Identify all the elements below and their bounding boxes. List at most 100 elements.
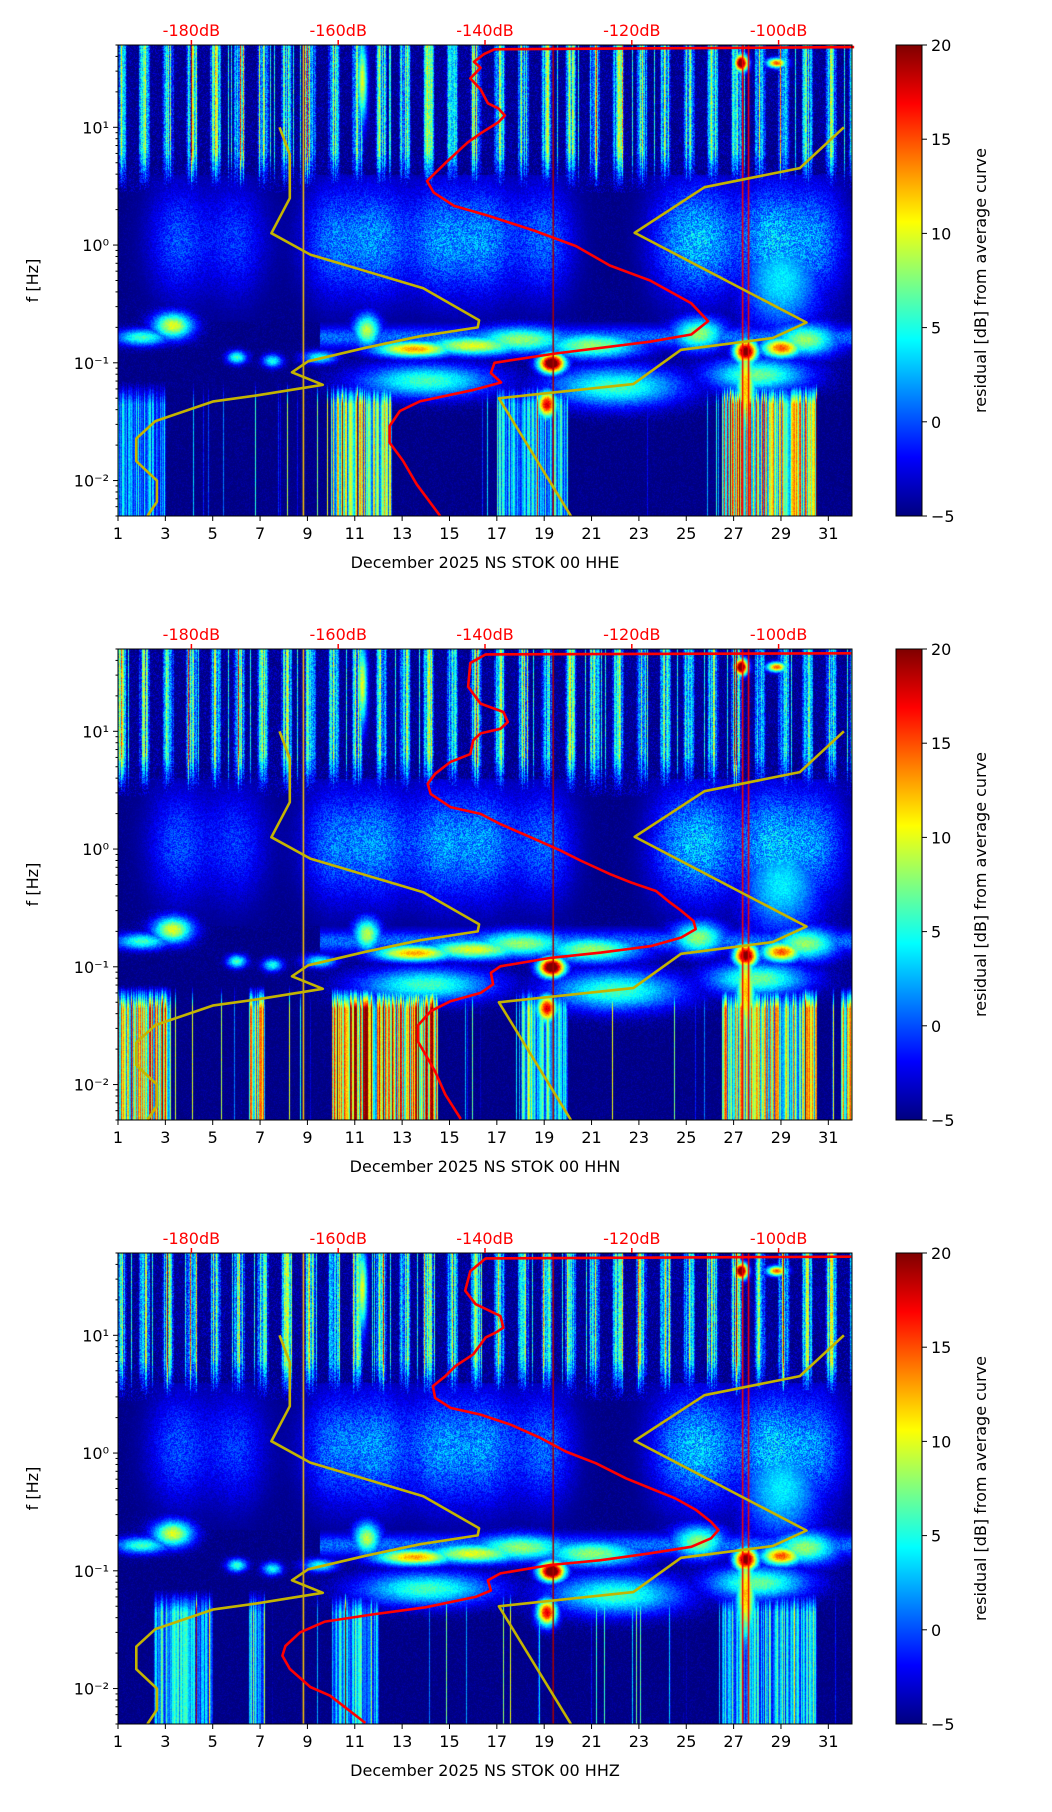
top-db-tick-label: -140dB <box>456 21 513 40</box>
y-tick-label: 10⁻¹ <box>74 354 109 373</box>
x-tick-label: 15 <box>439 524 459 543</box>
x-tick-label: 1 <box>113 1128 123 1147</box>
colorbar-tick-label: 0 <box>931 1621 941 1640</box>
x-tick-label: 25 <box>676 1732 696 1751</box>
x-tick-label: 29 <box>771 1128 791 1147</box>
x-tick-label: 5 <box>208 1732 218 1751</box>
x-tick-label: 11 <box>345 524 365 543</box>
x-tick-label: 19 <box>534 524 554 543</box>
x-tick-label: 29 <box>771 1732 791 1751</box>
nlnm-curve <box>135 730 481 1121</box>
y-tick-label: 10⁻² <box>74 472 109 491</box>
top-db-tick-label: -160dB <box>309 21 366 40</box>
colorbar-tick-label: 10 <box>931 1432 951 1451</box>
x-tick-label: 9 <box>302 1128 312 1147</box>
nlnm-curve <box>135 1334 481 1725</box>
spectrogram-heatmap <box>118 649 852 1120</box>
colorbar-tick-label: 0 <box>931 413 941 432</box>
x-tick-label: 3 <box>160 1128 170 1147</box>
x-tick-label: 25 <box>676 524 696 543</box>
colorbar-tick-label: 20 <box>931 36 951 55</box>
x-tick-label: 21 <box>581 1732 601 1751</box>
x-tick-label: 21 <box>581 524 601 543</box>
colorbar <box>895 44 923 517</box>
x-tick-label: 31 <box>818 524 838 543</box>
x-tick-label: 27 <box>723 524 743 543</box>
x-axis-label: December 2025 NS STOK 00 HHN <box>350 1157 621 1176</box>
nhnm-curve <box>497 1334 845 1725</box>
x-tick-label: 5 <box>208 1128 218 1147</box>
top-db-tick-label: -180dB <box>163 21 220 40</box>
colorbar-tick-label: 5 <box>931 319 941 338</box>
x-tick-label: 1 <box>113 1732 123 1751</box>
top-db-tick-label: -120dB <box>603 1229 660 1248</box>
colorbar-tick-label: 20 <box>931 1244 951 1263</box>
top-db-tick-label: -160dB <box>309 625 366 644</box>
x-tick-label: 23 <box>629 1732 649 1751</box>
x-tick-label: 5 <box>208 524 218 543</box>
y-tick-label: 10⁻² <box>74 1680 109 1699</box>
x-tick-label: 19 <box>534 1128 554 1147</box>
x-tick-label: 7 <box>255 1732 265 1751</box>
x-axis-label: December 2025 NS STOK 00 HHE <box>351 553 620 572</box>
x-tick-label: 11 <box>345 1732 365 1751</box>
median-psd-curve <box>281 1255 852 1725</box>
y-axis-label: f [Hz] <box>23 863 42 907</box>
y-tick-label: 10⁻¹ <box>74 1562 109 1581</box>
x-tick-label: 25 <box>676 1128 696 1147</box>
colorbar-tick-label: 5 <box>931 923 941 942</box>
spectrogram-panel-hhz: 1 3 5 7 9 11 13 15 17 19 21 23 25 27 29 31 December 2025… <box>0 1208 1052 1812</box>
top-db-tick-label: -100dB <box>750 1229 807 1248</box>
x-axis-label: December 2025 NS STOK 00 HHZ <box>350 1761 620 1780</box>
nhnm-curve <box>497 126 845 517</box>
colorbar-tick-label: 20 <box>931 640 951 659</box>
colorbar-tick-label: 10 <box>931 828 951 847</box>
x-tick-label: 13 <box>392 1128 412 1147</box>
colorbar-tick-label: −5 <box>931 1111 955 1130</box>
y-tick-label: 10¹ <box>82 1326 109 1345</box>
x-tick-label: 17 <box>487 1128 507 1147</box>
x-tick-label: 27 <box>723 1732 743 1751</box>
nhnm-curve <box>497 730 845 1121</box>
nlnm-curve <box>135 126 481 517</box>
y-tick-label: 10⁰ <box>82 236 109 255</box>
y-axis-label: f [Hz] <box>23 1467 42 1511</box>
colorbar-label: residual [dB] from average curve <box>971 752 990 1017</box>
top-db-tick-label: -120dB <box>603 21 660 40</box>
x-tick-label: 17 <box>487 1732 507 1751</box>
colorbar-tick-label: 15 <box>931 1338 951 1357</box>
y-tick-label: 10⁰ <box>82 840 109 859</box>
x-tick-label: 9 <box>302 1732 312 1751</box>
y-tick-label: 10⁰ <box>82 1444 109 1463</box>
x-tick-label: 13 <box>392 524 412 543</box>
x-tick-label: 15 <box>439 1732 459 1751</box>
x-tick-label: 23 <box>629 524 649 543</box>
median-psd-curve <box>416 652 852 1120</box>
x-tick-label: 29 <box>771 524 791 543</box>
plot-frame <box>117 648 853 1121</box>
y-tick-label: 10¹ <box>82 118 109 137</box>
y-axis-label: f [Hz] <box>23 259 42 303</box>
y-tick-label: 10⁻¹ <box>74 958 109 977</box>
top-db-tick-label: -120dB <box>603 625 660 644</box>
colorbar <box>895 648 923 1121</box>
y-tick-label: 10⁻² <box>74 1076 109 1095</box>
colorbar-label: residual [dB] from average curve <box>971 1356 990 1621</box>
top-db-tick-label: -100dB <box>750 625 807 644</box>
colorbar-tick-label: −5 <box>931 1715 955 1734</box>
median-psd-curve <box>388 45 855 517</box>
spectrogram-panel-hhn: 1 3 5 7 9 11 13 15 17 19 21 23 25 27 29 31 December 2025… <box>0 604 1052 1208</box>
colorbar-tick-label: 15 <box>931 130 951 149</box>
x-tick-label: 27 <box>723 1128 743 1147</box>
spectrogram-panel-hhe: 1 3 5 7 9 11 13 15 17 19 21 23 25 27 29 31 December 2025… <box>0 0 1052 604</box>
colorbar-tick-label: 0 <box>931 1017 941 1036</box>
x-tick-label: 3 <box>160 524 170 543</box>
plot-frame <box>117 1252 853 1725</box>
x-tick-label: 7 <box>255 524 265 543</box>
colorbar-tick-label: 10 <box>931 224 951 243</box>
x-tick-label: 13 <box>392 1732 412 1751</box>
top-db-tick-label: -180dB <box>163 625 220 644</box>
